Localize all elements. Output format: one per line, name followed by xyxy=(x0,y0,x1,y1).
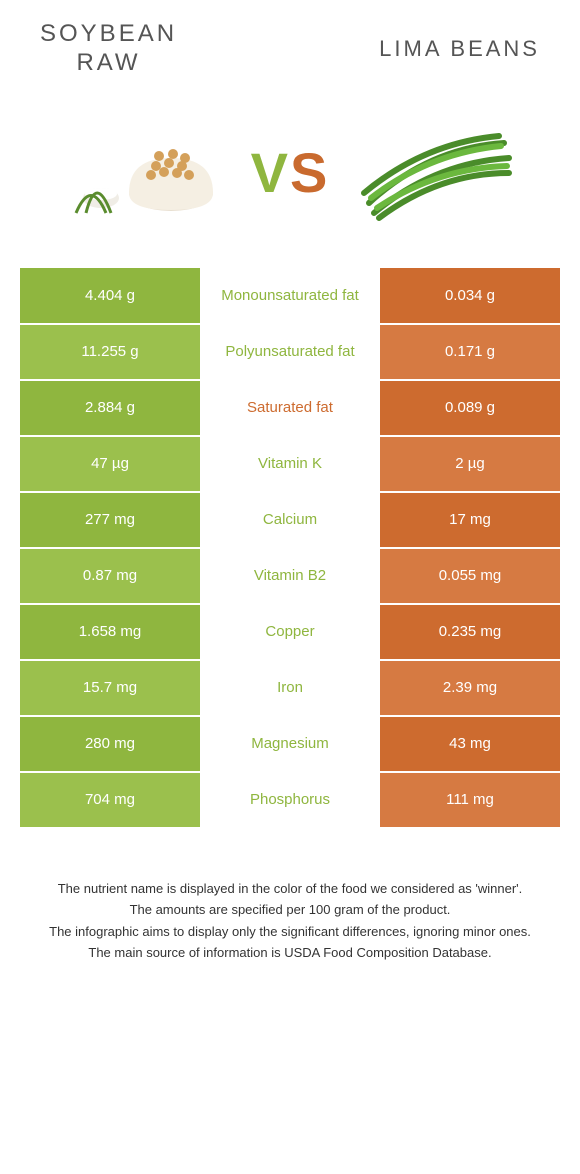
table-row: 1.658 mgCopper0.235 mg xyxy=(20,604,560,660)
vs-label: VS xyxy=(251,140,330,205)
nutrient-name: Vitamin K xyxy=(200,436,380,492)
right-value: 43 mg xyxy=(380,716,560,772)
nutrient-name: Calcium xyxy=(200,492,380,548)
right-value: 17 mg xyxy=(380,492,560,548)
vs-v: V xyxy=(251,141,290,204)
nutrient-name: Iron xyxy=(200,660,380,716)
nutrient-name: Copper xyxy=(200,604,380,660)
left-value: 277 mg xyxy=(20,492,200,548)
comparison-header: SOYBEAN RAW LIMA BEANS xyxy=(0,0,580,88)
footer-notes: The nutrient name is displayed in the co… xyxy=(0,829,580,985)
left-value: 4.404 g xyxy=(20,268,200,324)
footer-line-3: The infographic aims to display only the… xyxy=(30,922,550,942)
vs-s: S xyxy=(290,141,329,204)
right-value: 2.39 mg xyxy=(380,660,560,716)
left-value: 2.884 g xyxy=(20,380,200,436)
nutrient-name: Saturated fat xyxy=(200,380,380,436)
left-food-title: SOYBEAN RAW xyxy=(40,20,177,78)
footer-line-2: The amounts are specified per 100 gram o… xyxy=(30,900,550,920)
footer-line-1: The nutrient name is displayed in the co… xyxy=(30,879,550,899)
lima-beans-image xyxy=(349,118,519,228)
left-value: 280 mg xyxy=(20,716,200,772)
table-row: 277 mgCalcium17 mg xyxy=(20,492,560,548)
table-row: 11.255 gPolyunsaturated fat0.171 g xyxy=(20,324,560,380)
right-value: 2 µg xyxy=(380,436,560,492)
nutrient-name: Phosphorus xyxy=(200,772,380,828)
right-value: 0.171 g xyxy=(380,324,560,380)
right-value: 0.089 g xyxy=(380,380,560,436)
left-value: 1.658 mg xyxy=(20,604,200,660)
table-row: 0.87 mgVitamin B20.055 mg xyxy=(20,548,560,604)
vs-row: VS xyxy=(0,88,580,268)
left-value: 0.87 mg xyxy=(20,548,200,604)
table-row: 15.7 mgIron2.39 mg xyxy=(20,660,560,716)
left-value: 11.255 g xyxy=(20,324,200,380)
nutrient-table: 4.404 gMonounsaturated fat0.034 g11.255 … xyxy=(20,268,560,829)
footer-line-4: The main source of information is USDA F… xyxy=(30,943,550,963)
nutrient-name: Polyunsaturated fat xyxy=(200,324,380,380)
nutrient-name: Vitamin B2 xyxy=(200,548,380,604)
table-row: 47 µgVitamin K2 µg xyxy=(20,436,560,492)
nutrient-name: Monounsaturated fat xyxy=(200,268,380,324)
table-row: 704 mgPhosphorus111 mg xyxy=(20,772,560,828)
right-value: 0.055 mg xyxy=(380,548,560,604)
left-value: 15.7 mg xyxy=(20,660,200,716)
right-food-title: LIMA BEANS xyxy=(379,36,540,62)
right-value: 0.034 g xyxy=(380,268,560,324)
nutrient-name: Magnesium xyxy=(200,716,380,772)
table-row: 2.884 gSaturated fat0.089 g xyxy=(20,380,560,436)
table-row: 280 mgMagnesium43 mg xyxy=(20,716,560,772)
table-row: 4.404 gMonounsaturated fat0.034 g xyxy=(20,268,560,324)
left-value: 704 mg xyxy=(20,772,200,828)
left-value: 47 µg xyxy=(20,436,200,492)
right-value: 111 mg xyxy=(380,772,560,828)
soybean-image xyxy=(61,118,231,228)
right-value: 0.235 mg xyxy=(380,604,560,660)
